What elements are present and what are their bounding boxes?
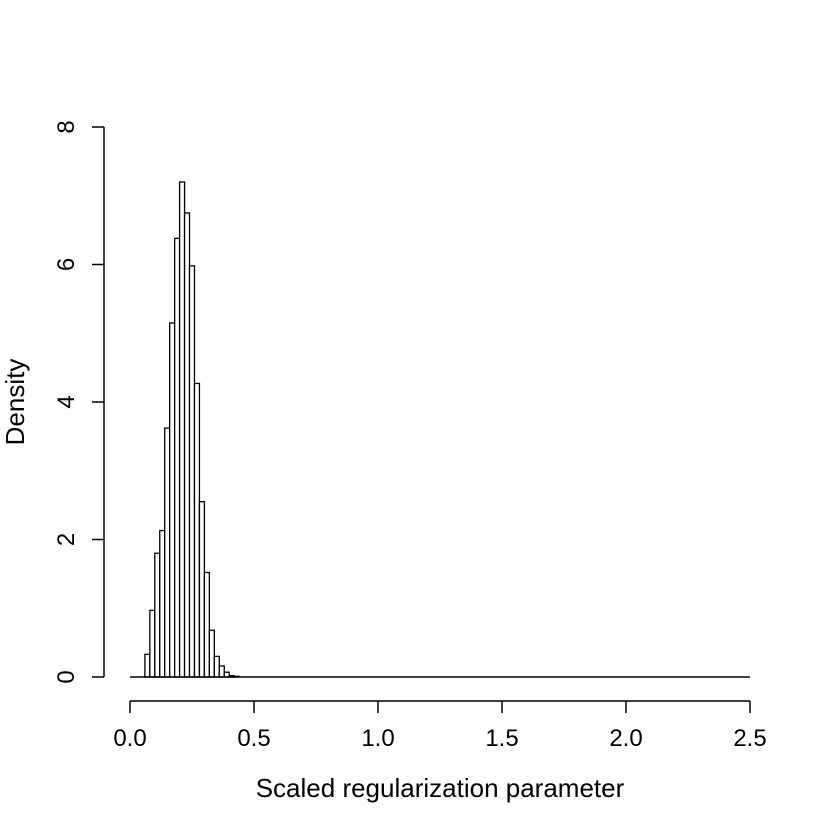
- y-axis: 0 2 4 6 8: [53, 120, 105, 684]
- histogram-bar: [203, 571, 211, 678]
- histogram-bar: [218, 665, 225, 678]
- histogram-bar: [183, 212, 191, 678]
- histogram-bar: [188, 265, 196, 678]
- x-axis-label: Scaled regularization parameter: [256, 773, 625, 803]
- y-tick-label: 6: [53, 258, 80, 271]
- x-tick-label: 0.5: [237, 725, 270, 752]
- histogram-bar: [198, 501, 206, 678]
- histogram-bar: [169, 322, 176, 678]
- histogram-bar: [178, 181, 186, 678]
- y-tick-label: 2: [53, 533, 80, 546]
- x-tick-label: 0.0: [113, 725, 146, 752]
- histogram-bar: [213, 655, 220, 678]
- x-tick-label: 2.0: [609, 725, 642, 752]
- x-tick-label: 2.5: [733, 725, 766, 752]
- x-tick-label: 1.5: [485, 725, 518, 752]
- histogram-bar: [208, 629, 215, 678]
- histogram-bar: [144, 653, 151, 678]
- histogram-bar: [173, 237, 181, 678]
- x-tick-label: 1.0: [361, 725, 394, 752]
- histogram-bar: [154, 552, 161, 678]
- histogram-bar: [149, 609, 156, 678]
- y-tick-label: 4: [53, 395, 80, 408]
- y-tick-label: 0: [53, 670, 80, 683]
- histogram-bar: [193, 382, 201, 678]
- histogram-bar: [159, 529, 166, 678]
- histogram-bars: [144, 181, 240, 678]
- y-tick-label: 8: [53, 120, 80, 133]
- histogram-bar: [164, 427, 171, 678]
- x-axis: 0.0 0.5 1.0 1.5 2.0 2.5: [113, 700, 767, 752]
- y-axis-label: Density: [0, 359, 30, 446]
